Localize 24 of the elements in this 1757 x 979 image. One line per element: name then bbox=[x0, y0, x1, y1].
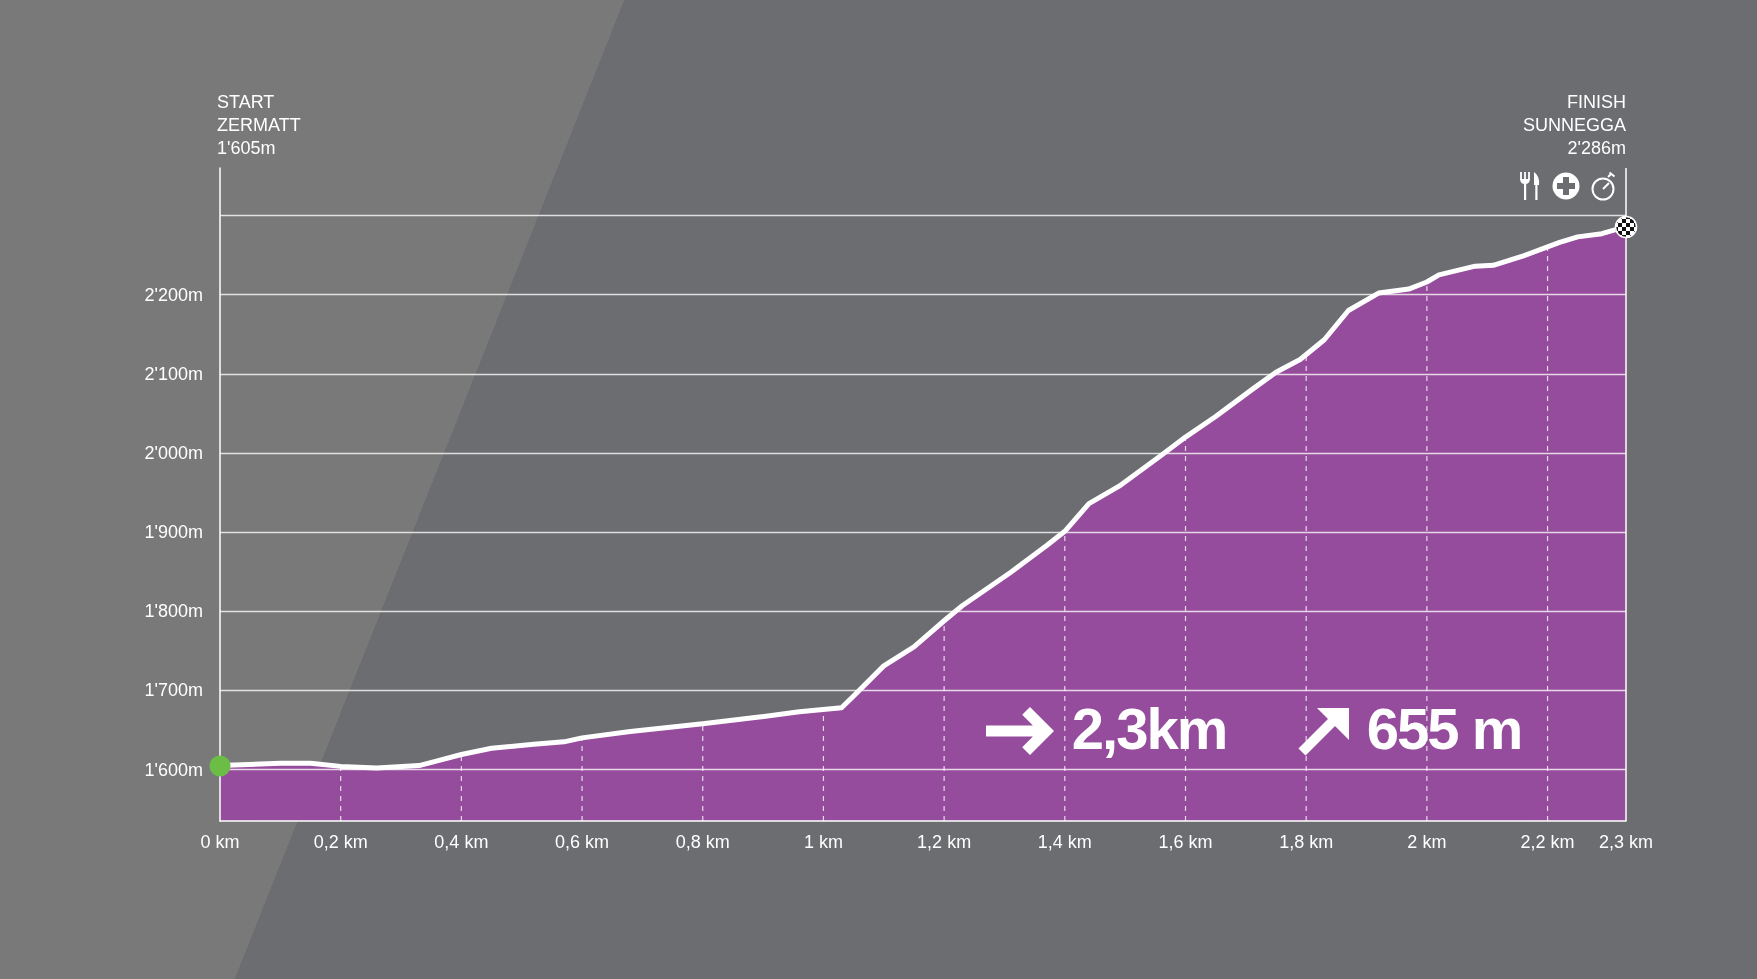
x-tick-label: 2 km bbox=[1407, 832, 1447, 852]
x-tick-label: 1,8 km bbox=[1279, 832, 1334, 852]
x-tick-label: 0,6 km bbox=[555, 832, 610, 852]
x-tick-label: 0,8 km bbox=[675, 832, 730, 852]
x-tick-label: 1 km bbox=[803, 832, 843, 852]
text: FINISH SUNNEGGA 2'286m bbox=[1522, 91, 1626, 160]
y-tick-label: 1'900m bbox=[144, 522, 203, 543]
y-tick-label: 1'800m bbox=[144, 601, 203, 622]
x-tick-label: 0 km bbox=[200, 832, 240, 852]
y-tick-label: 2'200m bbox=[144, 284, 203, 305]
y-tick-label: 2'000m bbox=[144, 442, 203, 463]
x-tick-label: 0,2 km bbox=[313, 832, 368, 852]
y-tick-label: 2'100m bbox=[144, 363, 203, 384]
text: START ZERMATT 1'605m bbox=[217, 91, 301, 160]
y-tick-label: 1'700m bbox=[144, 680, 203, 701]
x-tick-label: 1,6 km bbox=[1158, 832, 1213, 852]
x-tick-label: 1,2 km bbox=[917, 832, 972, 852]
x-tick-label: 2,2 km bbox=[1520, 832, 1575, 852]
x-tick-label: 2,3 km bbox=[1598, 832, 1654, 852]
x-tick-label: 1,4 km bbox=[1037, 832, 1092, 852]
annotation: 655 m bbox=[1366, 695, 1522, 761]
y-tick-label: 1'600m bbox=[144, 759, 203, 780]
annotation: 2,3km bbox=[1071, 695, 1227, 761]
x-tick-label: 0,4 km bbox=[434, 832, 489, 852]
